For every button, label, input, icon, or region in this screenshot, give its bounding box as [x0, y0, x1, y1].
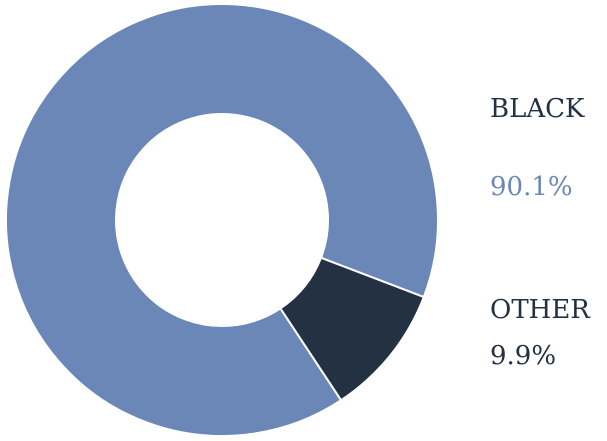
label-value-black: 90.1% [490, 172, 573, 202]
label-category-black: BLACK [490, 94, 585, 124]
donut-slices [5, 3, 439, 437]
slice-black [5, 3, 439, 437]
slice-other [279, 256, 426, 402]
label-value-other: 9.9% [490, 341, 556, 371]
label-category-other: OTHER [490, 295, 591, 325]
donut-labels: BLACK 90.1% OTHER 9.9% [490, 94, 591, 371]
